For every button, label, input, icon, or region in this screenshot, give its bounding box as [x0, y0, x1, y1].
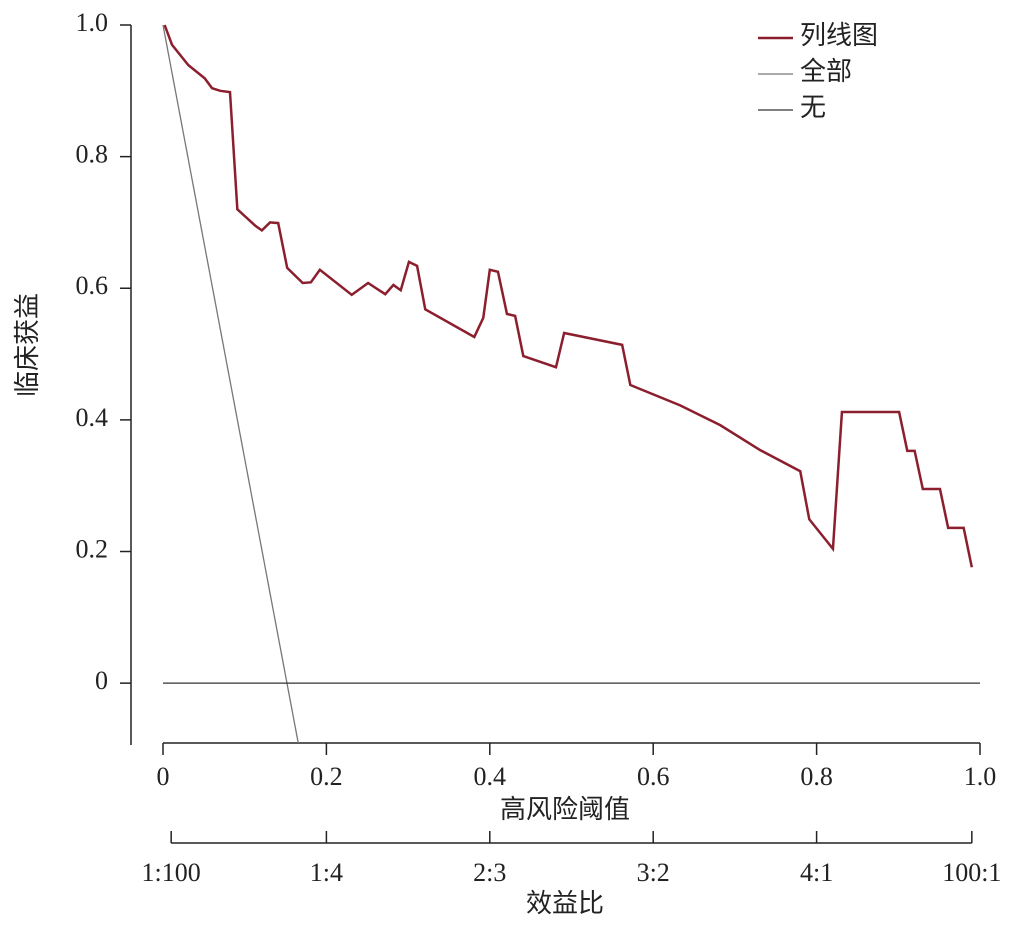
legend-label: 全部	[800, 57, 852, 86]
x-tick-label: 0	[157, 762, 170, 791]
y-tick-label: 0	[95, 666, 108, 695]
x-tick-label: 1.0	[964, 762, 997, 791]
y-axis-label: 临床获益	[13, 293, 42, 397]
series-line	[163, 24, 974, 568]
x2-tick-label: 2:3	[473, 858, 506, 887]
y-tick-label: 0.6	[76, 271, 109, 300]
legend-label: 无	[800, 93, 826, 122]
x-axis-label: 高风险阈值	[500, 795, 630, 824]
x-tick-label: 0.8	[800, 762, 833, 791]
x2-tick-label: 3:2	[637, 858, 670, 887]
series-line	[162, 24, 299, 743]
x2-tick-label: 1:4	[310, 858, 343, 887]
x-tick-label: 0.6	[637, 762, 670, 791]
x2-tick-label: 100:1	[942, 858, 1001, 887]
x-tick-label: 0.2	[310, 762, 343, 791]
x2-tick-label: 4:1	[800, 858, 833, 887]
x2-tick-label: 1:100	[142, 858, 201, 887]
y-tick-label: 1.0	[76, 8, 109, 37]
y-tick-label: 0.8	[76, 140, 109, 169]
x-tick-label: 0.4	[474, 762, 507, 791]
y-tick-label: 0.4	[76, 403, 109, 432]
legend-label: 列线图	[800, 21, 878, 50]
x2-axis-label: 效益比	[526, 889, 604, 918]
y-tick-label: 0.2	[76, 534, 109, 563]
